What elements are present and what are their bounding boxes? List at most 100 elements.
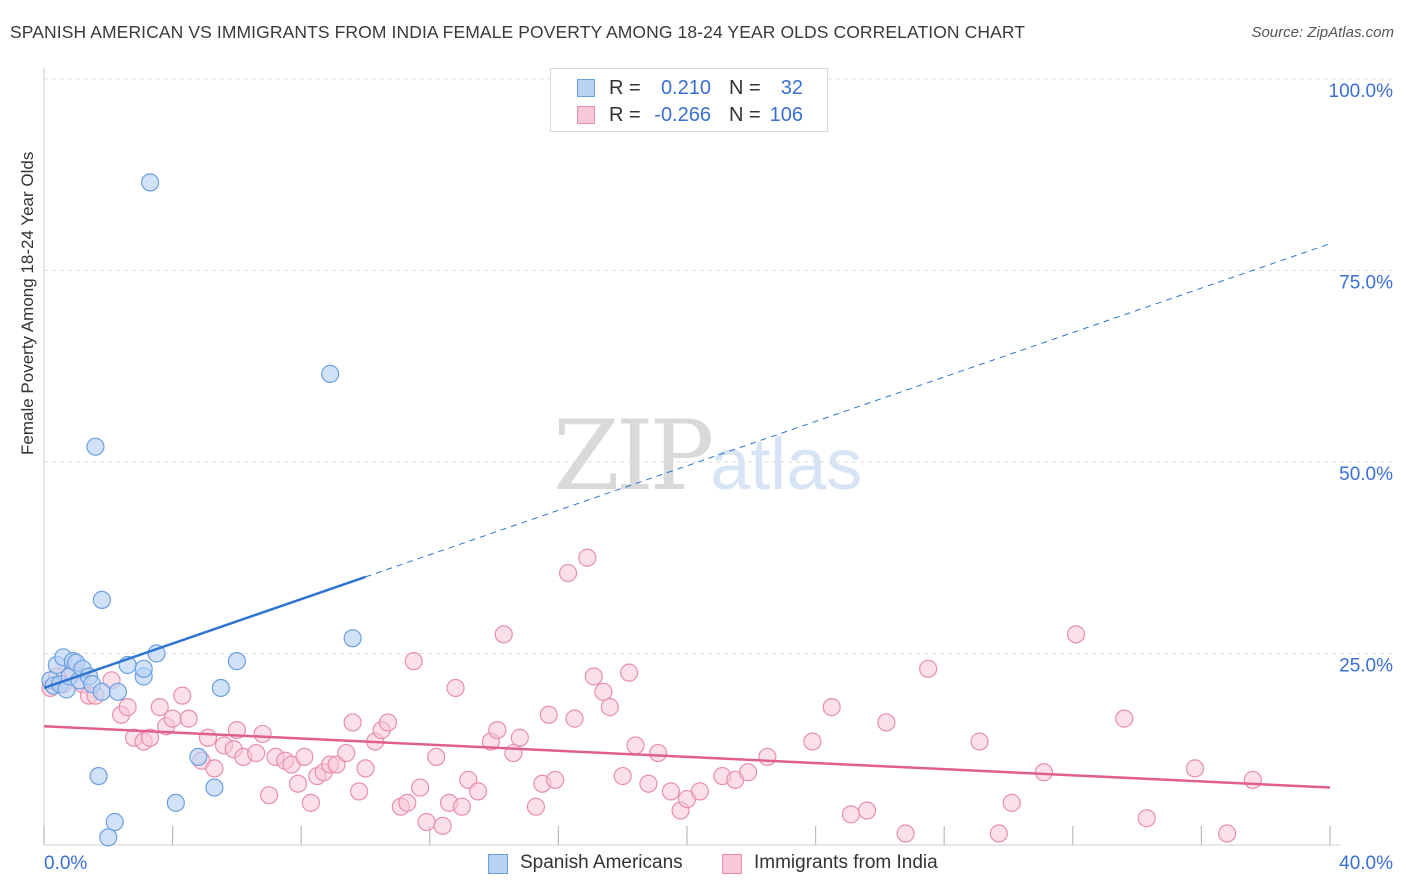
series-swatch-india — [722, 854, 742, 874]
data-point-india — [288, 774, 308, 793]
data-point-spanish — [321, 364, 340, 384]
data-point-spanish — [211, 678, 230, 698]
data-point-spanish — [99, 828, 118, 847]
legend-swatch-spanish — [577, 79, 595, 97]
data-point-india — [803, 732, 822, 751]
data-point-india — [349, 782, 369, 801]
data-point-india — [140, 728, 160, 747]
data-point-india — [198, 728, 218, 747]
data-point-india — [877, 713, 896, 732]
data-point-india — [620, 663, 639, 682]
data-point-india — [822, 698, 841, 717]
y-axis-label: Female Poverty Among 18-24 Year Olds — [18, 151, 37, 455]
data-point-india — [526, 797, 545, 816]
data-point-india — [539, 705, 558, 724]
data-point-india — [758, 747, 777, 767]
data-point-india — [398, 793, 417, 812]
data-point-india — [417, 812, 436, 832]
data-point-spanish — [108, 682, 128, 701]
data-point-india — [1185, 759, 1205, 778]
data-point-india — [1243, 770, 1262, 789]
data-point-spanish — [166, 793, 185, 812]
data-point-spanish — [89, 766, 108, 786]
data-point-spanish — [343, 629, 362, 648]
data-point-india — [989, 824, 1008, 843]
legend-r-value: -0.266 — [654, 104, 711, 126]
data-point-india — [337, 743, 356, 763]
legend-n-value: 106 — [769, 104, 803, 126]
data-point-india — [295, 747, 314, 767]
correlation-legend: R = 0.210 N = 32 R = -0.266 N = 106 — [550, 68, 828, 132]
data-point-spanish — [92, 590, 111, 609]
data-point-india — [468, 782, 488, 801]
data-point-india — [1034, 763, 1053, 782]
data-point-india — [857, 801, 877, 820]
data-point-india — [578, 548, 597, 567]
data-point-india — [488, 720, 507, 740]
data-point-india — [600, 698, 619, 717]
legend-r-label: R = — [609, 77, 641, 99]
data-point-india — [253, 724, 272, 744]
data-point-india — [639, 774, 658, 793]
data-point-india — [173, 686, 192, 705]
data-point-india — [896, 824, 915, 843]
data-point-india — [690, 782, 709, 801]
data-point-india — [648, 743, 668, 763]
y-tick-label: 100.0% — [1329, 81, 1394, 102]
data-point-spanish — [140, 173, 160, 192]
data-point-india — [1137, 809, 1156, 828]
legend-n-label: N = — [729, 104, 761, 126]
legend-row-spanish-americans: R = 0.210 N = 32 — [551, 75, 827, 101]
data-point-india — [247, 743, 266, 763]
data-point-india — [565, 709, 584, 728]
legend-swatch-india — [577, 106, 595, 124]
data-point-india — [584, 667, 603, 686]
legend-r-value: 0.210 — [660, 77, 711, 99]
chart-title: SPANISH AMERICAN VS IMMIGRANTS FROM INDI… — [10, 22, 1026, 42]
data-point-india — [427, 747, 446, 767]
data-point-india — [738, 763, 758, 782]
data-point-india — [118, 698, 137, 717]
data-point-india — [446, 678, 465, 698]
zipatlas-watermark: ZIPatlas — [553, 400, 863, 512]
data-point-india — [626, 736, 645, 755]
y-tick-label: 25.0% — [1339, 656, 1393, 677]
data-point-india — [378, 713, 398, 732]
data-point-spanish — [105, 812, 124, 832]
y-tick-label: 50.0% — [1339, 464, 1393, 485]
data-point-india — [150, 698, 169, 717]
data-point-india — [411, 778, 430, 797]
data-point-india — [1115, 709, 1134, 728]
data-point-india — [661, 782, 681, 801]
data-point-india — [970, 732, 989, 751]
data-point-spanish — [92, 682, 111, 701]
chart-source: Source: ZipAtlas.com — [1251, 24, 1394, 41]
data-point-india — [1218, 824, 1237, 843]
legend-n-label: N = — [729, 77, 761, 99]
x-tick-label: 40.0% — [1339, 853, 1393, 874]
data-point-india — [510, 728, 529, 747]
trendline-india — [43, 725, 1331, 789]
data-point-spanish — [205, 778, 224, 797]
data-point-spanish — [189, 747, 208, 767]
data-point-india — [343, 713, 362, 732]
data-point-spanish — [134, 659, 153, 678]
data-point-india — [1066, 625, 1086, 644]
data-point-india — [205, 759, 224, 778]
data-point-india — [613, 766, 632, 786]
data-point-india — [301, 793, 320, 812]
legend-row-immigrants-india: R = -0.266 N = 106 — [551, 102, 827, 128]
data-point-india — [452, 797, 472, 816]
data-point-india — [841, 805, 861, 824]
data-point-spanish — [86, 437, 105, 456]
data-point-india — [558, 563, 578, 583]
data-point-spanish — [227, 652, 246, 671]
data-point-india — [356, 759, 375, 778]
data-point-india — [259, 786, 279, 805]
x-tick-label: 0.0% — [44, 853, 87, 874]
series-label-india: Immigrants from India — [754, 852, 938, 873]
y-tick-label: 75.0% — [1339, 273, 1393, 294]
data-point-india — [1002, 793, 1021, 812]
legend-n-value: 32 — [780, 77, 803, 99]
